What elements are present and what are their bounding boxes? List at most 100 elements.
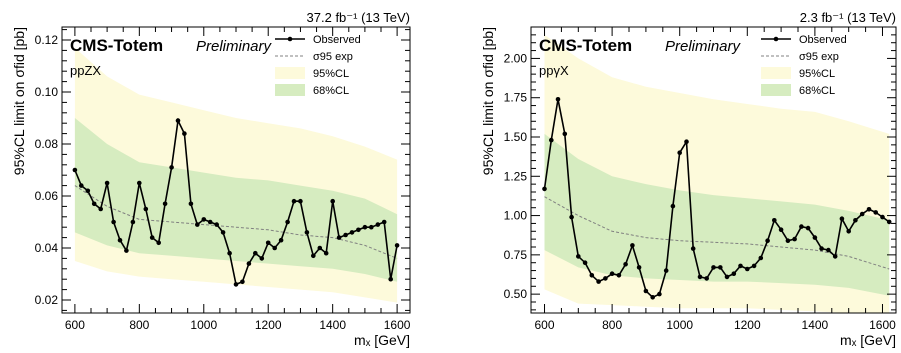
y-tick-label: 0.08	[35, 137, 59, 151]
legend-expected-text: σ95 exp	[799, 51, 839, 63]
observed-point	[336, 235, 342, 240]
legend-68cl-text: 68%CL	[799, 85, 835, 97]
observed-point	[323, 250, 329, 256]
y-tick-label: 0.50	[504, 287, 528, 301]
observed-point	[278, 237, 284, 243]
observed-line	[543, 99, 890, 299]
x-axis-label: mₓ [GeV]	[354, 332, 410, 348]
y-axis-label: 95%CL limit on σfid [pb]	[11, 27, 27, 175]
observed-point	[812, 235, 818, 240]
x-tick-label: 1400	[802, 318, 829, 332]
observed-point	[603, 276, 608, 281]
observed-point	[381, 219, 387, 225]
observed-point	[751, 263, 757, 269]
observed-point	[589, 273, 595, 278]
observed-point	[799, 224, 804, 229]
observed-point	[690, 246, 696, 251]
y-tick-label: 0.10	[35, 85, 59, 99]
y-tick-label: 0.04	[35, 241, 59, 255]
observed-point	[792, 236, 797, 242]
observed-point	[785, 238, 791, 243]
y-axis-label: 95%CL limit on σfid [pb]	[480, 27, 496, 175]
observed-point	[394, 243, 400, 248]
observed-point	[182, 131, 187, 136]
observed-point	[724, 274, 730, 280]
legend-observed-marker	[287, 36, 293, 42]
y-tick-label: 0.12	[35, 33, 59, 47]
observed-point	[388, 276, 394, 282]
observed-point	[149, 235, 155, 240]
observed-point	[596, 279, 601, 284]
observed-point	[253, 250, 258, 256]
x-tick-label: 1200	[734, 318, 761, 332]
observed-point	[555, 97, 561, 102]
observed-point	[130, 219, 136, 225]
observed-point	[117, 237, 123, 243]
observed-point	[663, 268, 669, 273]
x-tick-label: 1600	[384, 318, 411, 332]
observed-point	[772, 218, 777, 223]
observed-point	[195, 222, 200, 227]
observed-point	[542, 186, 547, 192]
x-tick-label: 600	[535, 318, 555, 332]
observed-point	[188, 201, 194, 207]
legend-95cl-swatch	[761, 67, 791, 79]
observed-point	[853, 218, 858, 223]
observed-point	[866, 207, 872, 212]
observed-point	[819, 246, 824, 251]
observed-point	[873, 210, 878, 215]
observed-point	[643, 288, 649, 294]
observed-point	[111, 219, 116, 225]
y-tick-label: 1.00	[504, 209, 528, 223]
observed-point	[576, 254, 581, 259]
observed-point	[846, 229, 851, 234]
y-tick-label: 1.25	[504, 169, 528, 183]
observed-point	[758, 255, 764, 261]
observed-point	[72, 167, 78, 173]
y-tick-label: 2.00	[504, 51, 528, 65]
legend-observed-text: Observed	[799, 34, 847, 46]
collab-label: CMS-Totem	[70, 36, 163, 55]
legend-68cl-swatch	[761, 84, 791, 96]
observed-point	[718, 265, 723, 270]
observed-point	[265, 240, 271, 246]
observed-point	[765, 238, 770, 243]
legend-95cl-text: 95%CL	[799, 68, 835, 80]
observed-point	[657, 291, 662, 297]
chart-right: 600 800 1000 1200 1400 1600 0.50 0.75 1.00 1.25 1.…	[480, 10, 897, 348]
observed-point	[636, 265, 642, 270]
observed-point	[240, 279, 245, 285]
x-tick-label: 1000	[190, 318, 217, 332]
observed-point	[569, 214, 574, 220]
observed-point	[670, 203, 676, 209]
observed-point	[304, 230, 310, 235]
observed-point	[227, 250, 232, 256]
observed-point	[291, 198, 297, 204]
observed-point	[738, 263, 743, 269]
observed-point	[549, 137, 554, 143]
observed-point	[356, 227, 361, 233]
x-tick-label: 800	[129, 318, 149, 332]
observed-point	[839, 216, 845, 221]
preliminary-label: Preliminary	[196, 38, 273, 55]
observed-point	[285, 219, 290, 225]
observed-point	[677, 150, 682, 155]
observed-point	[201, 217, 207, 222]
observed-point	[711, 265, 716, 270]
plot-area	[542, 34, 892, 313]
observed-point	[98, 206, 103, 212]
observed-point	[562, 131, 568, 137]
observed-point	[220, 230, 226, 235]
observed-point	[684, 139, 689, 144]
lumi-label: 2.3 fb⁻¹ (13 TeV)	[800, 10, 896, 25]
observed-point	[175, 118, 181, 123]
x-tick-label: 1200	[255, 318, 282, 332]
observed-point	[362, 224, 368, 230]
x-tick-label: 1000	[666, 318, 693, 332]
lumi-label: 37.2 fb⁻¹ (13 TeV)	[307, 10, 410, 25]
observed-point	[330, 198, 336, 204]
observed-point	[704, 276, 709, 281]
observed-point	[317, 245, 323, 251]
observed-point	[582, 260, 588, 266]
observed-point	[124, 248, 129, 253]
